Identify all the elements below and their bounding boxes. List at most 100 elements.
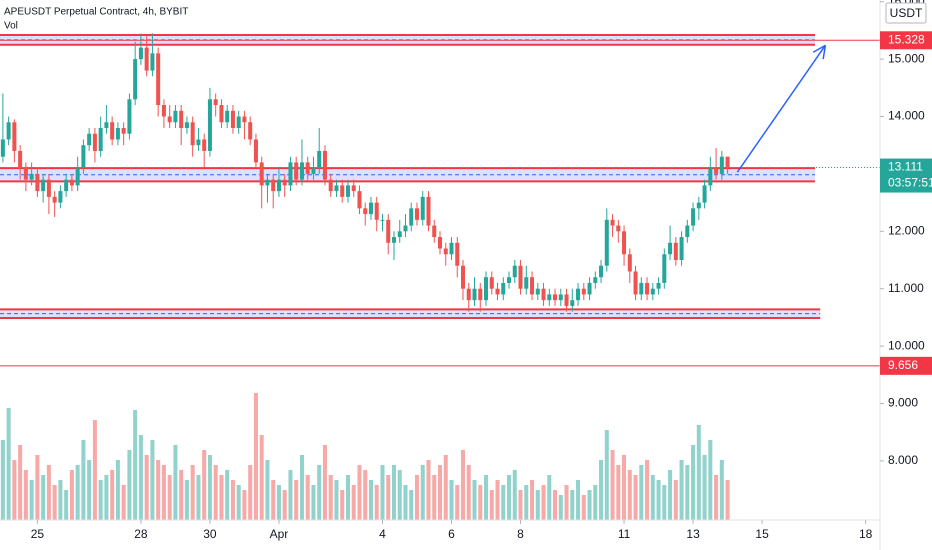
volume-bar xyxy=(501,485,506,520)
x-tick-label: 15 xyxy=(755,527,769,541)
candle-body xyxy=(115,127,120,140)
candle-body xyxy=(46,179,51,197)
candle-body xyxy=(18,150,23,169)
candle-body xyxy=(478,288,483,301)
candle-body xyxy=(484,277,489,301)
candle-body xyxy=(58,191,63,203)
candle-body xyxy=(219,105,224,123)
candle-body xyxy=(616,225,621,232)
price-label: 15.328 xyxy=(888,32,925,46)
candle-body xyxy=(668,242,673,255)
volume-bar xyxy=(219,475,224,520)
candle-body xyxy=(213,99,218,106)
candle-body xyxy=(294,162,299,180)
candle-body xyxy=(449,242,454,255)
candle-body xyxy=(87,133,92,146)
price-label: 13.111 xyxy=(888,160,923,174)
volume-bar xyxy=(179,470,184,520)
x-tick-label: 6 xyxy=(448,527,455,541)
volume-bar xyxy=(357,465,362,520)
price-label-bg xyxy=(880,356,932,375)
candle-body xyxy=(12,122,17,151)
candle-body xyxy=(386,219,391,243)
volume-bar xyxy=(52,485,57,520)
price-label-bg xyxy=(880,158,932,193)
candle-body xyxy=(610,219,615,226)
volume-bar xyxy=(558,495,563,520)
volume-bar xyxy=(305,475,310,520)
volume-bar xyxy=(328,475,333,520)
candle-body xyxy=(282,179,287,186)
volume-bar xyxy=(714,475,719,520)
candle-body xyxy=(121,127,126,134)
volume-bar xyxy=(138,435,143,520)
y-tick-label: 9.000 xyxy=(888,396,918,410)
candle-body xyxy=(98,127,103,151)
volume-bar xyxy=(645,460,650,520)
volume-bar xyxy=(708,440,713,520)
volume-bar xyxy=(622,455,627,520)
candle-body xyxy=(403,225,408,232)
volume-bar xyxy=(679,460,684,520)
volume-bar xyxy=(225,470,230,520)
volume-bar xyxy=(230,480,235,520)
candle-body xyxy=(363,208,368,215)
volume-bar xyxy=(380,465,385,520)
volume-bar xyxy=(409,490,414,520)
volume-bar xyxy=(282,490,287,520)
candle-body xyxy=(530,277,535,295)
candle-body xyxy=(150,53,155,71)
volume-bar xyxy=(535,490,540,520)
volume-bar xyxy=(0,440,5,520)
volume-bar xyxy=(294,480,299,520)
candle-body xyxy=(593,277,598,283)
candle-body xyxy=(202,139,207,151)
volume-bar xyxy=(437,465,443,520)
volume-bar xyxy=(530,480,535,520)
candle-body xyxy=(328,179,333,192)
volume-bar xyxy=(271,480,276,520)
candle-body xyxy=(679,237,684,260)
candle-body xyxy=(138,47,143,60)
currency-box xyxy=(885,2,927,24)
volume-bar xyxy=(127,450,132,520)
volume-bar xyxy=(115,460,120,520)
candle-body xyxy=(110,122,115,140)
arrow-head xyxy=(812,44,826,53)
countdown: 03:57:51 xyxy=(888,176,932,190)
volume-bar xyxy=(432,475,437,520)
x-tick-label: 13 xyxy=(686,527,700,541)
candle-body xyxy=(581,288,586,295)
candle-body xyxy=(708,168,713,186)
candle-body xyxy=(564,294,569,306)
volume-bar xyxy=(489,490,494,520)
volume-bar xyxy=(351,485,356,520)
candle-body xyxy=(29,173,34,180)
candle-body xyxy=(495,288,500,295)
candle-body xyxy=(161,105,166,117)
candle-body xyxy=(432,225,437,238)
zone-fill xyxy=(0,309,821,318)
candle-body xyxy=(558,294,563,301)
volume-bar xyxy=(685,465,690,520)
x-tick-label: 11 xyxy=(618,527,631,541)
x-tick-label: Apr xyxy=(270,527,289,541)
candle-body xyxy=(259,162,264,186)
candle-body xyxy=(604,219,609,266)
candle-body xyxy=(472,288,477,301)
candle-body xyxy=(236,116,241,128)
candle-body xyxy=(317,150,322,169)
volume-bar xyxy=(12,460,17,520)
chart-title: APEUSDT Perpetual Contract, 4h, BYBIT xyxy=(4,7,188,18)
volume-bar xyxy=(478,485,483,520)
volume-bar xyxy=(110,470,115,520)
candle-body xyxy=(271,179,276,192)
candle-body xyxy=(69,179,74,186)
plot-area xyxy=(0,33,880,520)
candle-body xyxy=(52,196,57,203)
candle-body xyxy=(104,122,109,128)
candle-body xyxy=(179,110,184,128)
candle-body xyxy=(391,237,396,243)
candle-body xyxy=(685,225,690,238)
